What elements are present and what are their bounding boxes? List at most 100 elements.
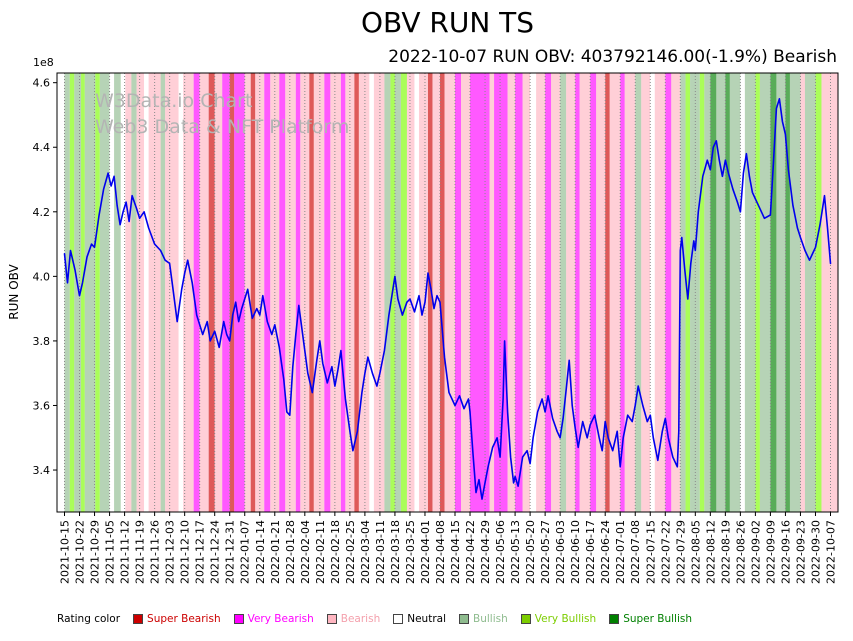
rating-band-very_bullish xyxy=(69,73,75,512)
legend-swatch xyxy=(459,614,469,624)
rating-band-bearish xyxy=(313,73,325,512)
rating-band-bullish xyxy=(716,73,726,512)
rating-band-bullish xyxy=(804,73,816,512)
rating-band-bearish xyxy=(418,73,428,512)
rating-band-very_bearish xyxy=(665,73,672,512)
rating-band-very_bearish xyxy=(234,73,245,512)
rating-band-bearish xyxy=(522,73,531,512)
rating-band-bullish xyxy=(99,73,110,512)
x-tick-label: 2021-10-29 xyxy=(89,520,102,584)
rating-band-bearish xyxy=(800,73,805,512)
rating-band-bearish xyxy=(641,73,651,512)
rating-band-bearish xyxy=(566,73,576,512)
rating-band-bearish xyxy=(489,73,495,512)
rating-band-neutral xyxy=(530,73,537,512)
x-tick-label: 2022-03-18 xyxy=(389,520,402,584)
legend-swatch xyxy=(326,614,337,624)
rating-band-bearish xyxy=(125,73,132,512)
rating-band-bullish xyxy=(776,73,786,512)
rating-band-bullish xyxy=(131,73,137,512)
x-tick-label: 2022-07-29 xyxy=(674,520,687,584)
y-tick-label: 4.6 xyxy=(33,77,51,90)
x-tick-label: 2021-11-19 xyxy=(134,520,147,584)
x-tick-label: 2022-07-15 xyxy=(644,520,657,584)
rating-band-bullish xyxy=(635,73,642,512)
x-tick-label: 2022-03-11 xyxy=(374,520,387,584)
legend-label: Bearish xyxy=(340,613,381,625)
rating-band-very_bearish xyxy=(340,73,346,512)
rating-band-super_bearish xyxy=(439,73,445,512)
legend-swatch xyxy=(520,614,531,624)
x-tick-label: 2022-05-13 xyxy=(509,520,522,584)
rating-band-bearish xyxy=(136,73,145,512)
rating-band-super_bullish xyxy=(785,73,790,512)
x-tick-label: 2022-02-04 xyxy=(299,520,312,584)
legend-swatch xyxy=(133,614,144,624)
x-tick-label: 2021-12-10 xyxy=(179,520,192,584)
legend-swatch xyxy=(393,614,404,624)
x-tick-label: 2022-06-10 xyxy=(569,520,582,584)
rating-band-bullish xyxy=(729,73,741,512)
legend-item-super-bearish: Super Bearish xyxy=(133,613,221,625)
rating-band-bearish xyxy=(596,73,606,512)
x-tick-label: 2022-07-01 xyxy=(614,520,627,584)
x-tick-label: 2022-09-09 xyxy=(764,520,777,584)
x-tick-label: 2022-08-12 xyxy=(704,520,717,584)
x-tick-label: 2022-02-18 xyxy=(329,520,342,584)
x-tick-label: 2022-04-22 xyxy=(464,520,477,584)
x-tick-label: 2022-09-30 xyxy=(809,520,822,584)
legend-item-super-bullish: Super Bullish xyxy=(609,613,692,625)
rating-band-bullish xyxy=(394,73,401,512)
rating-band-very_bullish xyxy=(699,73,705,512)
legend-label: Neutral xyxy=(407,613,446,625)
y-tick-label: 3.6 xyxy=(33,399,51,412)
x-tick-label: 2022-05-06 xyxy=(494,520,507,584)
rating-band-neutral xyxy=(57,73,65,512)
rating-band-very_bearish xyxy=(193,73,200,512)
legend-items: Super Bearish Very Bearish Bearish Neutral B… xyxy=(133,613,692,625)
rating-band-super_bearish xyxy=(250,73,256,512)
x-tick-label: 2022-10-07 xyxy=(824,520,837,584)
rating-band-bullish xyxy=(744,73,756,512)
rating-band-neutral xyxy=(369,73,374,512)
y-axis-label: RUN OBV xyxy=(7,264,21,320)
legend-label: Bullish xyxy=(473,613,508,625)
rating-band-bearish xyxy=(406,73,415,512)
rating-band-very_bearish xyxy=(264,73,271,512)
rating-band-very_bearish xyxy=(590,73,597,512)
rating-band-bullish xyxy=(789,73,801,512)
rating-band-bullish xyxy=(759,73,771,512)
rating-band-very_bearish xyxy=(455,73,462,512)
x-tick-label: 2022-06-03 xyxy=(554,520,567,584)
rating-band-bearish xyxy=(461,73,471,512)
rating-band-very_bearish xyxy=(575,73,580,512)
rating-band-neutral xyxy=(414,73,419,512)
obv-line xyxy=(63,98,832,500)
y-tick-label: 3.4 xyxy=(33,464,51,477)
x-tick-label: 2022-05-27 xyxy=(539,520,552,584)
rating-band-super_bullish xyxy=(725,73,730,512)
rating-band-bearish xyxy=(609,73,621,512)
rating-band-bearish xyxy=(330,73,341,512)
x-tick-label: 2022-01-21 xyxy=(269,520,282,584)
rating-band-bullish xyxy=(560,73,567,512)
rating-band-bearish xyxy=(654,73,666,512)
x-tick-label: 2022-08-19 xyxy=(719,520,732,584)
x-tick-label: 2022-03-04 xyxy=(359,520,372,584)
rating-band-super_bullish xyxy=(710,73,717,512)
rating-band-very_bullish xyxy=(755,73,760,512)
x-tick-label: 2022-09-16 xyxy=(779,520,792,584)
rating-band-super_bearish xyxy=(605,73,610,512)
legend-swatch xyxy=(233,614,244,624)
x-tick-label: 2021-12-31 xyxy=(224,520,237,584)
x-tick-label: 2022-02-25 xyxy=(344,520,357,584)
rating-band-super_bearish xyxy=(309,73,314,512)
rating-band-bullish xyxy=(64,73,70,512)
rating-band-very_bearish xyxy=(620,73,625,512)
x-tick-label: 2021-11-12 xyxy=(119,520,132,584)
x-tick-label: 2022-04-29 xyxy=(479,520,492,584)
plot-frame xyxy=(56,72,839,513)
x-tick-label: 2022-08-26 xyxy=(734,520,747,584)
rating-band-bearish xyxy=(373,73,385,512)
legend-swatch xyxy=(609,614,620,624)
